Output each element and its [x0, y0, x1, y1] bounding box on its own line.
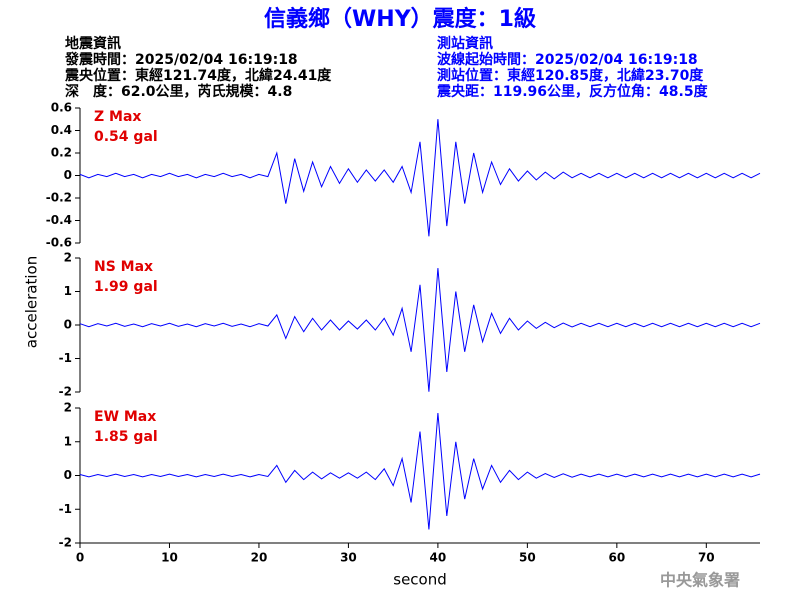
annotation: NS Max — [94, 259, 153, 275]
y-tick-label: -0.2 — [46, 191, 72, 205]
header-left: 震央位置：東經121.74度，北緯24.41度 — [64, 67, 332, 84]
header-right: 震央距：119.96公里，反方位角：48.5度 — [436, 83, 709, 100]
header-right: 測站位置：東經120.85度，北緯23.70度 — [437, 67, 704, 84]
y-tick-label: -0.4 — [46, 213, 72, 227]
title: 信義鄉（WHY）震度：1級 — [264, 6, 536, 32]
header-right: 測站資訊 — [437, 35, 493, 52]
header-left: 地震資訊 — [65, 35, 121, 52]
x-tick-label: 0 — [76, 551, 84, 565]
annotation: Z Max — [94, 109, 141, 125]
y-tick-label: -2 — [59, 536, 72, 550]
annotation: 0.54 gal — [94, 129, 158, 145]
y-tick-label: 1 — [64, 434, 72, 448]
y-tick-label: -0.6 — [46, 236, 72, 250]
y-axis-label: acceleration — [23, 256, 41, 348]
y-tick-label: 0 — [64, 168, 72, 182]
x-tick-label: 20 — [251, 551, 268, 565]
x-tick-label: 30 — [340, 551, 357, 565]
y-tick-label: -1 — [59, 502, 72, 516]
y-tick-label: 0 — [64, 318, 72, 332]
header-left: 深 度：62.0公里，芮氏規模：4.8 — [65, 83, 292, 100]
header-right: 波線起始時間：2025/02/04 16:19:18 — [437, 51, 698, 68]
annotation: EW Max — [94, 409, 156, 425]
y-tick-label: 0.4 — [51, 123, 72, 137]
y-tick-label: 2 — [64, 401, 72, 415]
x-tick-label: 60 — [608, 551, 625, 565]
x-tick-label: 10 — [161, 551, 178, 565]
waveform — [79, 119, 761, 237]
footer: 中央氣象署 — [660, 571, 740, 590]
x-axis-label: second — [393, 571, 447, 589]
x-tick-label: 40 — [430, 551, 447, 565]
y-tick-label: 0 — [64, 468, 72, 482]
annotation: 1.99 gal — [94, 279, 158, 295]
annotation: 1.85 gal — [94, 429, 158, 445]
waveform — [79, 413, 761, 530]
waveform — [79, 268, 761, 392]
y-tick-label: -2 — [59, 385, 72, 399]
x-tick-label: 70 — [698, 551, 715, 565]
y-tick-label: 1 — [64, 284, 72, 298]
x-tick-label: 50 — [519, 551, 536, 565]
y-tick-label: 0.6 — [51, 101, 72, 115]
y-tick-label: 0.2 — [51, 146, 72, 160]
header-left: 發震時間：2025/02/04 16:19:18 — [64, 51, 298, 68]
y-tick-label: -1 — [59, 351, 72, 365]
y-tick-label: 2 — [64, 251, 72, 265]
